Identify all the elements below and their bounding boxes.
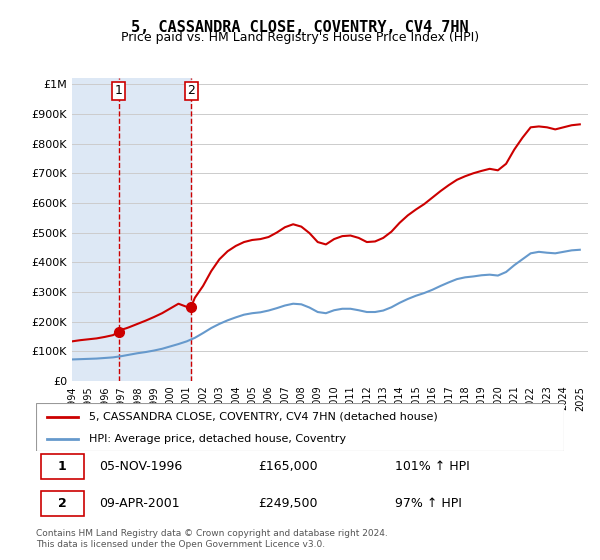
Text: 101% ↑ HPI: 101% ↑ HPI (395, 460, 470, 473)
Bar (72, 78, 191, 381)
Text: 05-NOV-1996: 05-NOV-1996 (100, 460, 182, 473)
FancyBboxPatch shape (41, 491, 83, 516)
Text: 2: 2 (58, 497, 67, 510)
FancyBboxPatch shape (41, 454, 83, 479)
Text: £249,500: £249,500 (258, 497, 317, 510)
Text: 1: 1 (58, 460, 67, 473)
Text: 2: 2 (187, 85, 195, 97)
Text: £165,000: £165,000 (258, 460, 317, 473)
Text: HPI: Average price, detached house, Coventry: HPI: Average price, detached house, Cove… (89, 434, 346, 444)
Text: 1: 1 (115, 85, 122, 97)
FancyBboxPatch shape (36, 403, 564, 451)
Text: 09-APR-2001: 09-APR-2001 (100, 497, 180, 510)
Text: Price paid vs. HM Land Registry's House Price Index (HPI): Price paid vs. HM Land Registry's House … (121, 31, 479, 44)
Text: Contains HM Land Registry data © Crown copyright and database right 2024.
This d: Contains HM Land Registry data © Crown c… (36, 529, 388, 549)
Text: 5, CASSANDRA CLOSE, COVENTRY, CV4 7HN (detached house): 5, CASSANDRA CLOSE, COVENTRY, CV4 7HN (d… (89, 412, 437, 422)
Text: 5, CASSANDRA CLOSE, COVENTRY, CV4 7HN: 5, CASSANDRA CLOSE, COVENTRY, CV4 7HN (131, 20, 469, 35)
Text: 97% ↑ HPI: 97% ↑ HPI (395, 497, 462, 510)
